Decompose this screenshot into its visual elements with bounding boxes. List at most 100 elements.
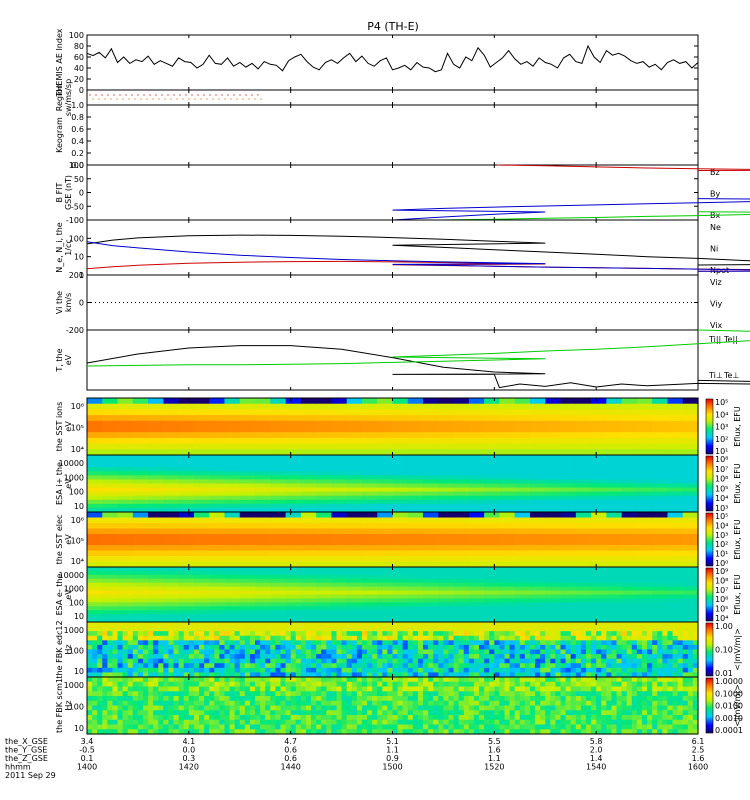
esae-cell [285,602,302,607]
ssti-cell [361,443,378,450]
esai-cell [407,483,424,489]
esai-cell [270,459,287,464]
fbkscm-cell [97,686,103,692]
esae-cell [484,586,501,592]
fbkedc-cell [183,672,190,678]
esai-cell [87,487,103,493]
fbkscm-cell [479,710,485,716]
fbkscm-cell [204,729,210,735]
fbkedc-cell [641,631,648,637]
fbkscm-cell [214,691,220,697]
fbkedc-cell [621,622,628,628]
fbkscm-cell [341,686,348,692]
esai-cell [239,467,256,472]
ssti-cell [545,403,562,410]
sste-cell [575,517,592,524]
fbkedc-cell [504,626,511,632]
fbkscm-cell [489,686,495,692]
ssti-cell [224,415,241,422]
fbkscm-cell [529,729,536,735]
fbkscm-cell [331,705,338,711]
esai-cell [346,459,363,464]
esai-cell [300,503,317,509]
ssti-cell [361,398,378,405]
fbkedc-cell [489,626,495,632]
esae-cell [285,567,302,572]
velocity-ylabel2: km/s [64,293,73,312]
fbkedc-cell [438,663,445,669]
fbkscm-cell [524,686,531,692]
fbkscm-cell [550,719,557,726]
fbkedc-cell [647,640,653,646]
fbkedc-cell [204,626,210,632]
ssti-ytick-label: 10⁵ [71,424,84,433]
fbkedc-cell [285,658,292,664]
esai-cell [514,475,531,481]
fbkedc-cell [575,626,582,632]
fbkedc-cell [443,649,450,655]
fbkscm-cell [300,677,307,683]
esai-cell [300,455,317,460]
fbkedc-cell [458,663,465,669]
velocity-legend-Viz: Viz [710,278,722,287]
sste-cell [132,561,149,568]
sste-cell [652,539,669,546]
ssti-cell [529,420,546,428]
fbkedc-cell [397,640,404,646]
esae-cell [575,606,592,611]
fbkedc-cell [336,649,343,655]
fbkscm-cell [601,715,607,721]
fbkscm-cell [535,691,541,697]
fbkedc-cell [168,631,175,637]
fbkscm-cell [148,724,154,730]
fbkedc-cell [107,654,114,660]
fbkscm-cell [412,691,419,697]
esae-cell [377,610,394,615]
esae-cell [346,590,363,596]
fbkedc-cell [560,672,567,678]
fbkedc-cell [372,672,378,678]
fbkedc-cell [606,626,613,632]
fbkscm-cell [560,686,567,692]
esai-cell [361,471,378,476]
fbkedc-cell [112,626,119,632]
fbkedc-cell [173,635,180,641]
fbkscm-cell [428,719,434,726]
fbkedc-cell [392,644,399,651]
fbkscm-cell [219,686,226,692]
fbkedc-ytick-label: 10 [74,667,84,676]
ssti-cell [545,420,562,428]
fbkedc-cell [423,672,429,678]
fbkscm-cell [356,681,363,688]
fbkedc-cell [260,654,266,660]
fbkedc-cell [596,649,602,655]
esai-cell [667,455,684,460]
sste-cell [667,523,684,530]
fbkedc-cell [504,649,511,655]
fbkedc-cell [417,631,424,637]
fbkscm-cell [397,691,404,697]
ssti-cell [117,420,134,428]
fbkedc-cell [438,649,445,655]
fbkedc-cell [300,635,307,641]
fbkedc-cell [92,631,98,637]
fbkedc-cell [97,644,103,651]
fbkscm-cell [331,691,338,697]
esae-cell [682,610,699,615]
ssti-cell [239,403,256,410]
ssti-cell [407,432,424,439]
esai-cell [606,507,623,513]
fbkedc-cell [188,658,195,664]
fbkscm-cell [244,719,251,726]
esai-cell [423,483,439,489]
esai-cell [377,495,394,501]
fbkscm-cell [265,705,271,711]
fbkscm-cell [529,691,536,697]
ssti-cell [453,426,470,433]
esai-cell [606,483,623,489]
esae-cell [529,582,546,588]
ssti-cell [514,415,531,422]
fbkscm-cell [214,681,220,688]
fbkedc-cell [540,663,546,669]
fbkedc-cell [209,622,215,628]
